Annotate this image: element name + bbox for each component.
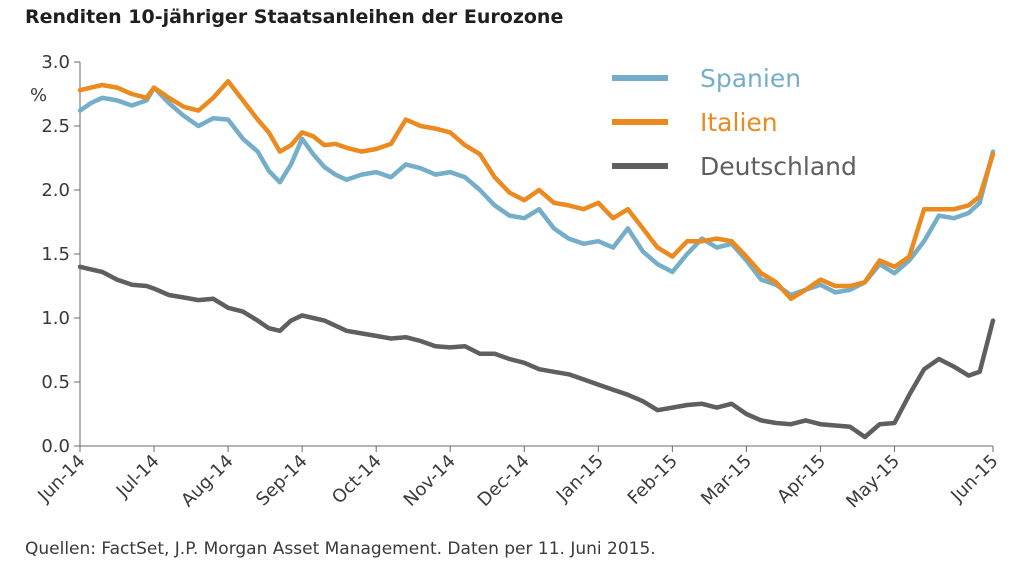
x-tick-label: Jun-14 [33,451,89,507]
y-tick-label: 1.5 [41,244,70,265]
chart-title: Renditen 10-jähriger Staatsanleihen der … [25,6,564,28]
x-tick-label: Nov-14 [400,451,460,511]
x-tick-label: Dec-14 [474,451,534,511]
x-tick-label: Apr-15 [773,451,830,508]
legend-label-spanien: Spanien [700,64,801,93]
y-tick-label: 1.0 [41,308,70,329]
chart: 0.0 0.5 1.0 1.5 2.0 2.5 3.0 Jun-14 Jul-14 Aug-14… [30,52,1003,513]
x-tick-label: May-15 [842,451,904,513]
series-line-italien [77,78,996,302]
x-tick-label: Feb-15 [624,451,682,509]
series-line-spanien [77,85,996,298]
x-tick-label: Sep-14 [252,451,312,511]
y-tick-label: 3.0 [41,52,70,73]
x-tick-label: Oct-14 [328,451,386,509]
y-axis-ticks: 0.0 0.5 1.0 1.5 2.0 2.5 3.0 [41,52,80,457]
x-tick-label: Jun-15 [946,451,1002,507]
series-line-deutschland [77,264,996,440]
legend-label-italien: Italien [700,108,778,137]
x-tick-label: Jul-14 [112,451,164,503]
y-axis-unit-label: % [30,85,47,106]
legend-label-deutschland: Deutschland [700,152,857,181]
y-tick-label: 0.0 [41,436,70,457]
source-note: Quellen: FactSet, J.P. Morgan Asset Mana… [25,539,656,559]
x-tick-label: Jan-15 [552,451,608,507]
y-tick-label: 0.5 [41,372,70,393]
series-lines [77,78,996,440]
y-tick-label: 2.0 [41,180,70,201]
x-tick-label: Mar-15 [697,451,756,510]
y-tick-label: 2.5 [41,116,70,137]
x-tick-label: Aug-14 [177,451,237,511]
x-axis-ticks: Jun-14 Jul-14 Aug-14 Sep-14 Oct-14 Nov-14 Dec-… [33,446,1003,513]
legend: Spanien Italien Deutschland [612,64,857,181]
